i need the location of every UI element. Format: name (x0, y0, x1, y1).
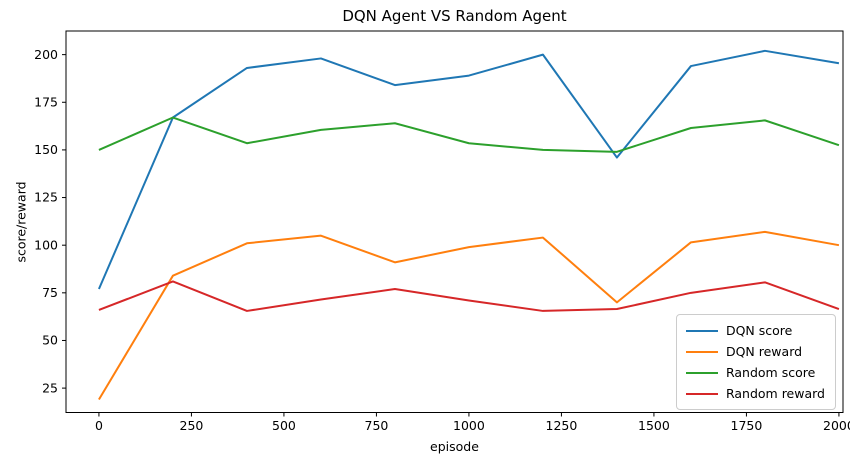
legend-label: DQN score (725, 323, 793, 338)
x-tick-label: 1750 (731, 418, 763, 433)
legend-item: Random reward (685, 385, 825, 402)
x-axis-label: episode (430, 439, 479, 454)
x-tick-label: 750 (365, 418, 389, 433)
y-tick-label: 75 (42, 285, 58, 300)
x-tick-label: 1000 (453, 418, 485, 433)
y-tick-label: 25 (42, 380, 58, 395)
legend-label: Random reward (725, 386, 825, 401)
legend-item: DQN score (685, 322, 825, 339)
x-tick-label: 250 (180, 418, 204, 433)
x-tick-label: 500 (272, 418, 296, 433)
x-tick-label: 1500 (638, 418, 670, 433)
legend-item: DQN reward (685, 343, 825, 360)
series-line-random-reward (98, 280, 840, 312)
y-tick-label: 50 (42, 333, 58, 348)
y-tick-label: 100 (34, 237, 58, 252)
x-tick-label: 0 (95, 418, 103, 433)
series-line-dqn-score (98, 49, 840, 290)
legend-label: Random score (725, 365, 816, 380)
axes-frame (65, 30, 844, 413)
x-tick-label: 1250 (546, 418, 578, 433)
y-tick-label: 175 (34, 94, 58, 109)
legend-line-swatch (685, 329, 718, 332)
legend: DQN score DQN reward Random score Random re… (675, 314, 836, 410)
legend-item: Random score (685, 364, 825, 381)
y-tick-label: 125 (34, 190, 58, 205)
legend-line-swatch (685, 350, 718, 353)
y-tick-label: 200 (34, 47, 58, 62)
y-tick-label: 150 (34, 142, 58, 157)
series-line-random-score (98, 116, 840, 153)
legend-label: DQN reward (725, 344, 803, 359)
series-line-dqn-reward (98, 230, 840, 401)
legend-line-swatch (685, 371, 718, 374)
x-tick-label: 2000 (823, 418, 850, 433)
legend-line-swatch (685, 392, 718, 395)
chart-title: DQN Agent VS Random Agent (342, 7, 567, 25)
